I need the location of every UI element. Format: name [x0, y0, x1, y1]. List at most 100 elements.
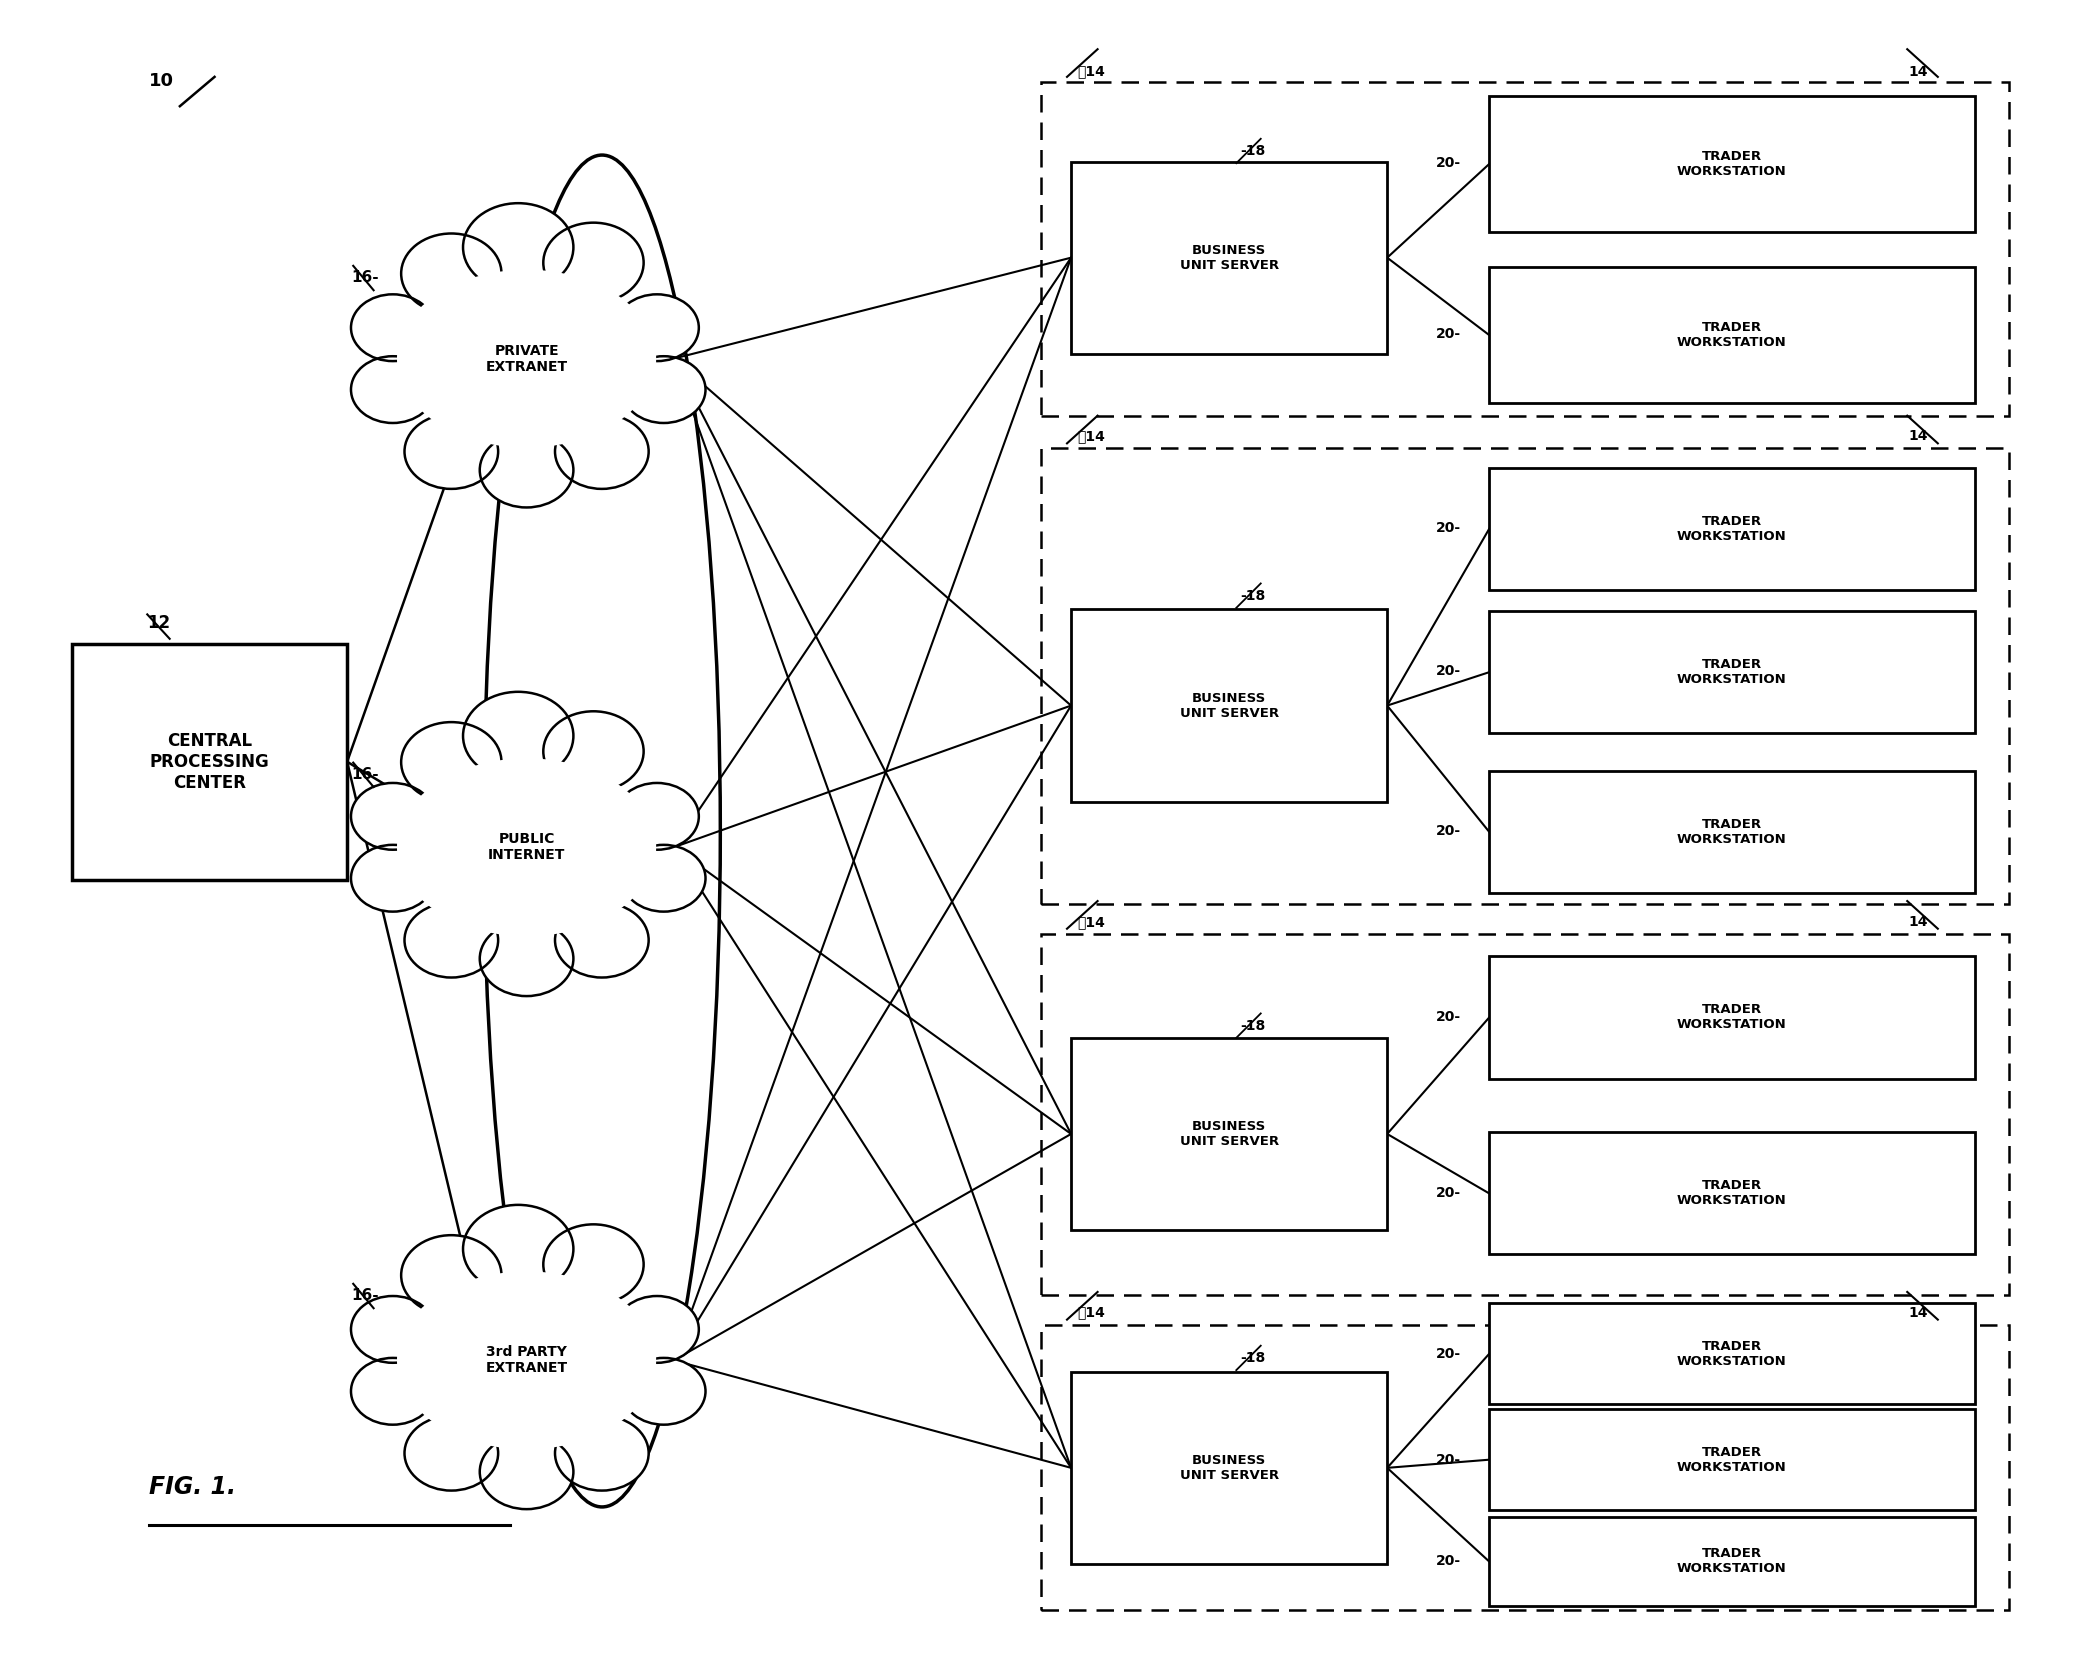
- Circle shape: [616, 1296, 699, 1363]
- Text: TRADER
WORKSTATION: TRADER WORKSTATION: [1677, 1340, 1788, 1368]
- Circle shape: [352, 1296, 435, 1363]
- Text: 14: 14: [1908, 914, 1927, 929]
- Text: -18: -18: [1240, 588, 1265, 603]
- Circle shape: [352, 356, 435, 424]
- Bar: [1040, 81, 2010, 416]
- Ellipse shape: [393, 755, 660, 941]
- Text: TRADER
WORKSTATION: TRADER WORKSTATION: [1677, 1547, 1788, 1576]
- Text: BUSINESS
UNIT SERVER: BUSINESS UNIT SERVER: [1180, 691, 1278, 720]
- Circle shape: [352, 844, 435, 912]
- Text: 12: 12: [148, 615, 171, 632]
- Text: 10: 10: [150, 71, 175, 90]
- Circle shape: [481, 1434, 574, 1509]
- Circle shape: [464, 691, 574, 779]
- Bar: [1490, 268, 1975, 402]
- Circle shape: [556, 902, 649, 977]
- Circle shape: [402, 233, 502, 314]
- Bar: [1490, 1409, 1975, 1511]
- Text: TRADER
WORKSTATION: TRADER WORKSTATION: [1677, 150, 1788, 178]
- Circle shape: [622, 844, 705, 912]
- Circle shape: [352, 783, 435, 849]
- Text: 20-: 20-: [1436, 156, 1461, 170]
- Bar: [1490, 1303, 1975, 1404]
- Text: 20-: 20-: [1436, 824, 1461, 838]
- Text: PUBLIC
INTERNET: PUBLIC INTERNET: [487, 833, 566, 863]
- Bar: [1490, 467, 1975, 590]
- Text: 14: 14: [1908, 1306, 1927, 1320]
- Text: TRADER
WORKSTATION: TRADER WORKSTATION: [1677, 1180, 1788, 1207]
- Text: -18: -18: [1240, 1019, 1265, 1034]
- Text: TRADER
WORKSTATION: TRADER WORKSTATION: [1677, 1446, 1788, 1474]
- Text: 16-: 16-: [352, 1288, 379, 1303]
- Bar: [1072, 610, 1388, 801]
- Text: -18: -18: [1240, 1351, 1265, 1365]
- Text: 16-: 16-: [352, 271, 379, 286]
- Circle shape: [556, 1416, 649, 1491]
- Text: -18: -18: [1240, 145, 1265, 158]
- Text: 20-: 20-: [1436, 1185, 1461, 1200]
- Circle shape: [481, 432, 574, 507]
- Text: TRADER
WORKSTATION: TRADER WORKSTATION: [1677, 321, 1788, 349]
- Bar: [1490, 1132, 1975, 1255]
- Circle shape: [404, 414, 497, 489]
- Ellipse shape: [393, 1268, 660, 1453]
- Bar: [1072, 161, 1388, 354]
- Circle shape: [622, 1358, 705, 1424]
- Circle shape: [543, 711, 643, 791]
- Bar: [1072, 1371, 1388, 1564]
- Bar: [1490, 612, 1975, 733]
- Text: 3rd PARTY
EXTRANET: 3rd PARTY EXTRANET: [485, 1345, 568, 1376]
- Text: 20-: 20-: [1436, 1453, 1461, 1466]
- Circle shape: [404, 902, 497, 977]
- Text: FIG. 1.: FIG. 1.: [150, 1474, 237, 1499]
- Bar: [1040, 934, 2010, 1295]
- Bar: [1490, 956, 1975, 1079]
- Text: 20-: 20-: [1436, 1010, 1461, 1024]
- Text: 14: 14: [1908, 429, 1927, 444]
- Text: BUSINESS
UNIT SERVER: BUSINESS UNIT SERVER: [1180, 1454, 1278, 1483]
- Ellipse shape: [397, 269, 656, 447]
- Circle shape: [402, 721, 502, 803]
- Text: 14: 14: [1908, 65, 1927, 78]
- Circle shape: [543, 1225, 643, 1305]
- Text: 20-: 20-: [1436, 1554, 1461, 1567]
- Text: 20-: 20-: [1436, 327, 1461, 341]
- Ellipse shape: [393, 266, 660, 452]
- Circle shape: [402, 1235, 502, 1315]
- Ellipse shape: [397, 1271, 656, 1449]
- Circle shape: [404, 1416, 497, 1491]
- Bar: [1040, 449, 2010, 904]
- Text: TRADER
WORKSTATION: TRADER WORKSTATION: [1677, 515, 1788, 543]
- Circle shape: [616, 294, 699, 361]
- Text: 14: 14: [1078, 429, 1105, 444]
- Text: 14: 14: [1078, 1306, 1105, 1320]
- Text: 20-: 20-: [1436, 1346, 1461, 1361]
- Text: PRIVATE
EXTRANET: PRIVATE EXTRANET: [485, 344, 568, 374]
- Text: 16-: 16-: [352, 768, 379, 783]
- Bar: [1490, 771, 1975, 892]
- Text: TRADER
WORKSTATION: TRADER WORKSTATION: [1677, 1004, 1788, 1032]
- Text: TRADER
WORKSTATION: TRADER WORKSTATION: [1677, 658, 1788, 686]
- Circle shape: [481, 921, 574, 996]
- Bar: [71, 643, 348, 879]
- Text: BUSINESS
UNIT SERVER: BUSINESS UNIT SERVER: [1180, 1120, 1278, 1148]
- Text: CENTRAL
PROCESSING
CENTER: CENTRAL PROCESSING CENTER: [150, 731, 268, 791]
- Bar: [1072, 1037, 1388, 1230]
- Circle shape: [556, 414, 649, 489]
- Circle shape: [464, 1205, 574, 1293]
- Bar: [1040, 1325, 2010, 1609]
- Circle shape: [464, 203, 574, 291]
- Circle shape: [622, 356, 705, 424]
- Text: 14: 14: [1078, 65, 1105, 78]
- Bar: [1490, 96, 1975, 231]
- Circle shape: [352, 1358, 435, 1424]
- Ellipse shape: [397, 758, 656, 936]
- Text: 20-: 20-: [1436, 665, 1461, 678]
- Text: TRADER
WORKSTATION: TRADER WORKSTATION: [1677, 818, 1788, 846]
- Circle shape: [352, 294, 435, 361]
- Circle shape: [543, 223, 643, 302]
- Circle shape: [616, 783, 699, 849]
- Text: 20-: 20-: [1436, 522, 1461, 535]
- Bar: [1490, 1517, 1975, 1605]
- Text: BUSINESS
UNIT SERVER: BUSINESS UNIT SERVER: [1180, 244, 1278, 271]
